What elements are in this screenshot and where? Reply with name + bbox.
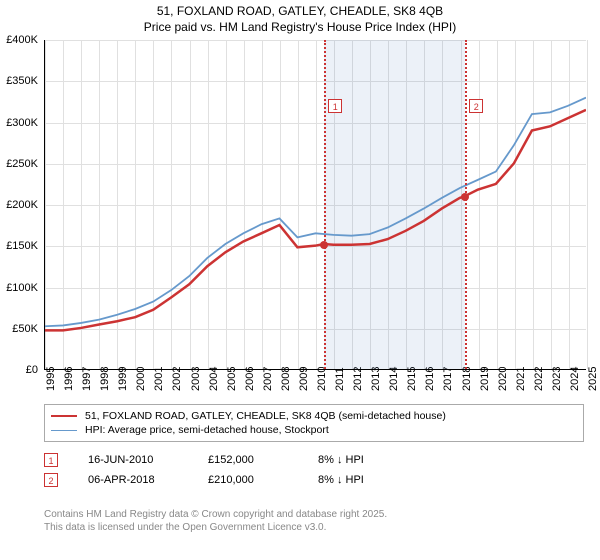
- event-row-price: £152,000: [208, 454, 288, 466]
- series-price_paid: [45, 110, 586, 330]
- event-row-price: £210,000: [208, 474, 288, 486]
- chart: £0£50K£100K£150K£200K£250K£300K£350K£400…: [44, 40, 586, 370]
- y-axis-label: £150K: [6, 240, 38, 252]
- x-axis-label: 2014: [388, 367, 400, 391]
- event-row-badge: 2: [44, 473, 58, 487]
- legend-row: HPI: Average price, semi-detached house,…: [51, 423, 577, 437]
- y-axis-label: £250K: [6, 158, 38, 170]
- x-axis-label: 2003: [190, 367, 202, 391]
- event-row-date: 16-JUN-2010: [88, 454, 178, 466]
- y-axis-label: £300K: [6, 117, 38, 129]
- footer-line2: This data is licensed under the Open Gov…: [44, 521, 387, 534]
- x-axis-label: 2024: [569, 367, 581, 391]
- legend-swatch: [51, 415, 77, 417]
- x-axis-label: 2016: [424, 367, 436, 391]
- event-row: 1 16-JUN-2010 £152,000 8% ↓ HPI: [44, 450, 584, 470]
- event-row-delta: 8% ↓ HPI: [318, 454, 364, 466]
- x-axis-label: 2020: [497, 367, 509, 391]
- x-axis-label: 2017: [442, 367, 454, 391]
- x-axis-label: 1999: [117, 367, 129, 391]
- event-row: 2 06-APR-2018 £210,000 8% ↓ HPI: [44, 470, 584, 490]
- x-axis-label: 2013: [370, 367, 382, 391]
- event-line: [465, 40, 467, 369]
- event-row-delta: 8% ↓ HPI: [318, 474, 364, 486]
- price-marker: [461, 193, 469, 201]
- x-axis-label: 2011: [334, 367, 346, 391]
- x-axis-label: 1996: [63, 367, 75, 391]
- y-axis-label: £50K: [12, 323, 38, 335]
- x-axis-label: 2023: [551, 367, 563, 391]
- event-badge: 2: [469, 99, 483, 113]
- events-table: 1 16-JUN-2010 £152,000 8% ↓ HPI 2 06-APR-2018…: [44, 450, 584, 490]
- legend-swatch: [51, 430, 77, 431]
- x-axis-label: 2002: [171, 367, 183, 391]
- x-axis-label: 2008: [280, 367, 292, 391]
- y-axis-label: £100K: [6, 282, 38, 294]
- y-axis-label: £200K: [6, 199, 38, 211]
- x-axis-label: 2000: [135, 367, 147, 391]
- x-axis-label: 1998: [99, 367, 111, 391]
- legend-label: 51, FOXLAND ROAD, GATLEY, CHEADLE, SK8 4…: [85, 410, 446, 422]
- x-axis-label: 1997: [81, 367, 93, 391]
- legend-label: HPI: Average price, semi-detached house,…: [85, 424, 329, 436]
- x-axis-label: 2025: [587, 367, 599, 391]
- y-axis-label: £400K: [6, 34, 38, 46]
- series-hpi: [45, 98, 586, 327]
- x-axis-label: 2021: [515, 367, 527, 391]
- footer-line1: Contains HM Land Registry data © Crown c…: [44, 508, 387, 521]
- y-axis-label: £350K: [6, 75, 38, 87]
- x-axis-label: 2001: [153, 367, 165, 391]
- x-axis-label: 1995: [45, 367, 57, 391]
- x-axis-label: 2018: [461, 367, 473, 391]
- x-axis-label: 2012: [352, 367, 364, 391]
- legend-row: 51, FOXLAND ROAD, GATLEY, CHEADLE, SK8 4…: [51, 409, 577, 423]
- x-axis-label: 2019: [479, 367, 491, 391]
- event-line: [324, 40, 326, 369]
- x-axis-label: 2006: [244, 367, 256, 391]
- title-line1: 51, FOXLAND ROAD, GATLEY, CHEADLE, SK8 4…: [0, 4, 600, 20]
- x-axis-label: 2009: [298, 367, 310, 391]
- x-axis-label: 2005: [226, 367, 238, 391]
- event-badge: 1: [328, 99, 342, 113]
- legend: 51, FOXLAND ROAD, GATLEY, CHEADLE, SK8 4…: [44, 404, 584, 442]
- y-axis-label: £0: [26, 364, 38, 376]
- price-marker: [320, 241, 328, 249]
- footer: Contains HM Land Registry data © Crown c…: [44, 508, 387, 534]
- x-axis-label: 2022: [533, 367, 545, 391]
- x-axis-label: 2004: [208, 367, 220, 391]
- title-line2: Price paid vs. HM Land Registry's House …: [0, 20, 600, 36]
- event-row-badge: 1: [44, 453, 58, 467]
- x-axis-label: 2010: [316, 367, 328, 391]
- x-axis-label: 2015: [406, 367, 418, 391]
- x-axis-label: 2007: [262, 367, 274, 391]
- event-row-date: 06-APR-2018: [88, 474, 178, 486]
- chart-title: 51, FOXLAND ROAD, GATLEY, CHEADLE, SK8 4…: [0, 0, 600, 39]
